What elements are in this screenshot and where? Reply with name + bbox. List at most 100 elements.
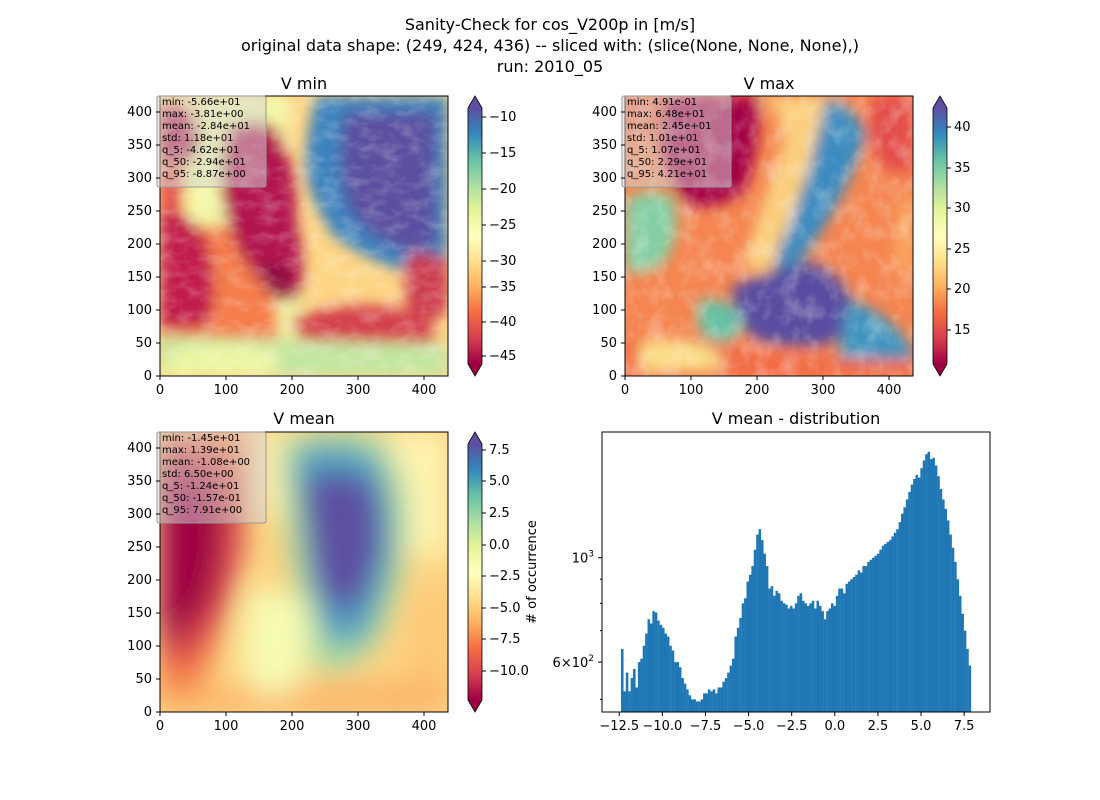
y-axis-label-distribution: # of occurrence bbox=[525, 520, 540, 624]
histogram-bar bbox=[872, 557, 875, 712]
histogram-bar bbox=[917, 477, 921, 712]
x-tick-label: 0 bbox=[156, 719, 164, 734]
colorbar-tick-label: 35 bbox=[954, 161, 971, 176]
y-axis-v-mean: 0 50 100 150 200 250 300 350 400 bbox=[127, 441, 160, 720]
histogram-bar bbox=[739, 617, 742, 712]
histogram-bar bbox=[775, 590, 779, 712]
histogram-bar bbox=[888, 540, 892, 712]
colorbar-tick-label: −20 bbox=[489, 182, 516, 197]
x-tick-label: 400 bbox=[412, 719, 437, 734]
histogram-bar bbox=[758, 529, 762, 712]
histogram-bar bbox=[898, 522, 902, 712]
colorbar-v-mean: 7.5 5.0 2.5 0.0 −2.5 −5.0 −7.5 −10.0 bbox=[467, 431, 529, 713]
colorbar-v-min: −10 −15 −20 −25 −30 −35 −40 −45 bbox=[467, 95, 516, 377]
histogram-bar bbox=[794, 603, 798, 712]
histogram-bar bbox=[760, 540, 764, 712]
stat-line: q_50: -2.94e+01 bbox=[162, 157, 246, 168]
stats-box-v-mean: min: -1.45e+01 max: 1.39e+01 mean: -1.08… bbox=[156, 431, 267, 524]
colorbar-tick-label: −15 bbox=[489, 146, 516, 161]
histogram-bar bbox=[688, 695, 692, 712]
histogram-bar bbox=[961, 613, 964, 712]
histogram-bar bbox=[645, 633, 648, 712]
histogram-bar bbox=[905, 499, 909, 712]
histogram-bar bbox=[753, 549, 757, 712]
colorbar-tick-label: −5.0 bbox=[489, 601, 521, 616]
y-tick-label: 0 bbox=[144, 369, 152, 384]
histogram-bar bbox=[867, 561, 870, 712]
histogram-bar bbox=[797, 595, 800, 712]
histogram-bar bbox=[927, 451, 931, 712]
histogram-bar bbox=[922, 460, 926, 712]
histogram-bar bbox=[700, 699, 704, 712]
y-tick-label: 300 bbox=[127, 507, 152, 522]
x-tick-label: −5.0 bbox=[733, 719, 765, 734]
y-tick-label: 100 bbox=[592, 303, 617, 318]
figure-title: Sanity-Check for cos_V200p in [m/s] orig… bbox=[241, 15, 859, 77]
colorbar-tick-label: 2.5 bbox=[489, 506, 510, 521]
y-tick-label: 50 bbox=[135, 672, 152, 687]
x-tick-label: 400 bbox=[877, 383, 902, 398]
histogram-bar bbox=[657, 620, 660, 712]
histogram-bars bbox=[620, 451, 972, 712]
histogram-bar bbox=[681, 678, 684, 712]
histogram-bar bbox=[715, 693, 718, 712]
histogram-bar bbox=[857, 570, 861, 712]
colorbar-tick-label: −40 bbox=[489, 315, 516, 330]
histogram-bar bbox=[876, 553, 880, 712]
histogram-bar bbox=[674, 662, 677, 712]
histogram-bar bbox=[744, 598, 747, 712]
histogram-bar bbox=[782, 603, 786, 712]
histogram-bar bbox=[932, 457, 935, 712]
histogram-bar bbox=[693, 699, 696, 712]
histogram-bar bbox=[966, 648, 969, 712]
histogram-bar bbox=[840, 588, 844, 712]
histogram-bar bbox=[958, 595, 962, 712]
histogram-bar bbox=[862, 566, 865, 712]
histogram-bar bbox=[710, 691, 713, 712]
y-tick-label: 400 bbox=[127, 105, 152, 120]
histogram-bar bbox=[835, 595, 839, 712]
panel-v-min: V min min: -5.66e+01 bbox=[127, 74, 516, 398]
histogram-bar bbox=[908, 491, 911, 712]
histogram-bar bbox=[623, 691, 626, 712]
histogram-bar bbox=[901, 513, 904, 712]
y-tick-label: 300 bbox=[592, 171, 617, 186]
histogram-bar bbox=[946, 520, 950, 712]
histogram-bar bbox=[818, 605, 822, 712]
colorbar-tick-label: 30 bbox=[954, 201, 971, 216]
histogram-bar bbox=[722, 681, 725, 712]
histogram-bar bbox=[751, 566, 754, 712]
histogram-bar bbox=[891, 536, 894, 712]
x-tick-label: 300 bbox=[811, 383, 836, 398]
histogram-bar bbox=[913, 478, 916, 712]
y-tick-label: 6×102 bbox=[553, 654, 594, 671]
histogram-bar bbox=[686, 689, 689, 712]
y-tick-label: 150 bbox=[127, 606, 152, 621]
histogram-bar bbox=[763, 553, 766, 712]
panel-title-v-mean: V mean bbox=[273, 409, 334, 428]
histogram-bar bbox=[666, 636, 670, 712]
histogram-bar bbox=[654, 612, 658, 712]
x-tick-label: 200 bbox=[280, 719, 305, 734]
histogram-bar bbox=[756, 534, 759, 712]
histogram-bar bbox=[628, 691, 631, 712]
histogram-bar bbox=[698, 701, 701, 712]
x-tick-label: −10.0 bbox=[642, 719, 682, 734]
histogram-bar bbox=[939, 488, 943, 712]
histogram-bar bbox=[845, 583, 849, 712]
stat-line: mean: -2.84e+01 bbox=[162, 121, 250, 132]
histogram-bar bbox=[968, 665, 972, 712]
histogram-bar bbox=[765, 566, 769, 712]
histogram-bar bbox=[746, 581, 750, 712]
histogram-bar bbox=[920, 468, 923, 712]
x-tick-label: 7.5 bbox=[954, 719, 975, 734]
histogram-bar bbox=[768, 588, 771, 712]
histogram-bar bbox=[949, 534, 952, 712]
histogram-bar bbox=[869, 559, 873, 712]
x-axis-distribution: −12.5 −10.0 −7.5 −5.0 −2.5 0.0 2.5 5.0 7.5 bbox=[599, 712, 974, 734]
histogram-bar bbox=[884, 543, 887, 712]
histogram-bar bbox=[881, 545, 885, 712]
histogram-bar bbox=[789, 605, 793, 712]
x-axis-v-max: 0 100 200 300 400 bbox=[621, 376, 902, 398]
